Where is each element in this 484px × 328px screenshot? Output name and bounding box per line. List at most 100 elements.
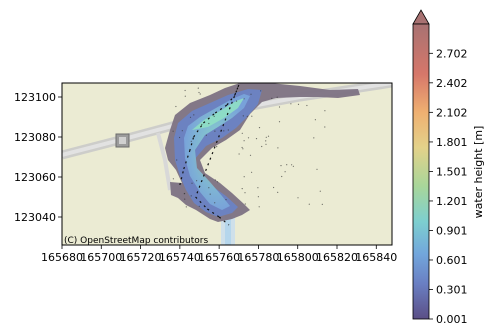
mesh-node (261, 145, 263, 148)
mesh-node (184, 198, 186, 200)
mesh-node (172, 178, 174, 180)
mesh-node (306, 104, 308, 107)
mesh-node (271, 97, 273, 99)
mesh-node (201, 123, 203, 126)
mesh-node (242, 148, 244, 150)
mesh-node (313, 137, 315, 139)
mesh-node (308, 203, 310, 205)
mesh-node (185, 206, 187, 208)
mesh-node (247, 137, 250, 139)
mesh-node (235, 100, 238, 102)
map-stream-center (225, 215, 231, 245)
mesh-node (284, 171, 286, 173)
mesh-node (205, 134, 207, 136)
colorbar-tick-label: 1.501 (436, 165, 468, 178)
colorbar-tick-label: 0.601 (436, 254, 468, 267)
basemap: (C) OpenStreetMap contributors (62, 83, 392, 246)
mesh-node (199, 93, 201, 95)
mesh-node (176, 159, 178, 161)
mesh-node (258, 206, 260, 208)
mesh-node (181, 130, 183, 132)
mesh-node (196, 180, 198, 182)
mesh-node (238, 153, 240, 155)
mesh-node (278, 106, 281, 108)
map-road-side (156, 132, 172, 191)
y-tick-label: 123060 (14, 171, 56, 184)
mesh-node (198, 205, 200, 207)
mesh-node (184, 95, 186, 97)
mesh-node (292, 165, 294, 167)
centerline-segment (195, 84, 240, 198)
colorbar-ticks: 0.001 0.301 0.601 0.901 1.201 1.501 1.801 2.102… (429, 47, 468, 326)
mesh-node (246, 115, 248, 117)
centerline-segment (179, 168, 185, 186)
mesh-node (190, 140, 192, 142)
x-tick-label: 165820 (316, 251, 358, 264)
mesh-node (216, 146, 218, 148)
mesh-node (291, 164, 293, 166)
map-attribution: (C) OpenStreetMap contributors (64, 236, 208, 246)
centerline-segment (226, 94, 236, 106)
x-tick-label: 165800 (277, 251, 319, 264)
mesh-node (179, 136, 181, 139)
x-tick-label: 165700 (80, 251, 122, 264)
mesh-node (316, 168, 318, 170)
mesh-node (242, 115, 244, 117)
mesh-node (278, 121, 281, 123)
colorbar-label: water height [m] (472, 126, 484, 219)
mesh-node (250, 93, 252, 95)
mesh-node (214, 202, 216, 204)
mesh-node (249, 154, 252, 156)
mesh-node (290, 103, 292, 105)
mesh-node (241, 188, 243, 190)
mesh-node (265, 143, 267, 145)
mesh-node (257, 187, 259, 189)
colorbar-tick-label: 2.402 (436, 77, 468, 90)
colorbar-tick-label: 0.301 (436, 283, 468, 296)
colorbar-tick-label: 1.201 (436, 195, 468, 208)
centerline-segment (218, 216, 230, 226)
y-tick-label: 123040 (14, 211, 56, 224)
mesh-node (216, 181, 219, 183)
y-tick-label: 123080 (14, 131, 56, 144)
mesh-node (265, 136, 267, 138)
mesh-node (208, 122, 210, 125)
mesh-node (286, 164, 288, 166)
mesh-nodes (172, 87, 326, 208)
colorbar-tick-label: 2.702 (436, 47, 468, 60)
x-tick-label: 165680 (41, 251, 83, 264)
mesh-node (297, 103, 300, 105)
mesh-node (257, 196, 259, 198)
mesh-node (321, 203, 323, 205)
centerline-segment (189, 136, 195, 152)
mesh-node (297, 197, 299, 199)
mesh-node (267, 135, 270, 137)
mesh-node (209, 193, 211, 195)
mesh-node (243, 176, 245, 178)
colorbar-extend-arrow (412, 9, 430, 25)
mesh-node (314, 119, 316, 121)
x-tick-label: 165760 (198, 251, 240, 264)
mesh-node (276, 96, 278, 98)
mesh-node (208, 187, 210, 189)
x-tick-label: 165740 (159, 251, 201, 264)
mesh-node (244, 192, 246, 194)
mesh-node (251, 171, 253, 173)
mesh-node (241, 146, 243, 149)
mesh-node (172, 130, 174, 132)
mesh-node (277, 191, 279, 193)
centerline-segment (234, 84, 240, 96)
mesh-node (255, 138, 258, 140)
mesh-node (191, 182, 193, 184)
colorbar-tick-label: 2.102 (436, 106, 468, 119)
mesh-node (244, 203, 246, 205)
x-tick-label: 165780 (237, 251, 279, 264)
colorbar: 0.001 0.301 0.601 0.901 1.201 1.501 1.801 2.102… (412, 9, 484, 326)
mesh-node (225, 199, 227, 201)
mesh-node (190, 195, 192, 197)
x-axis: 1656801657001657201657401657601657801658… (41, 245, 397, 264)
mesh-node (223, 130, 225, 132)
mesh-node (251, 115, 253, 117)
